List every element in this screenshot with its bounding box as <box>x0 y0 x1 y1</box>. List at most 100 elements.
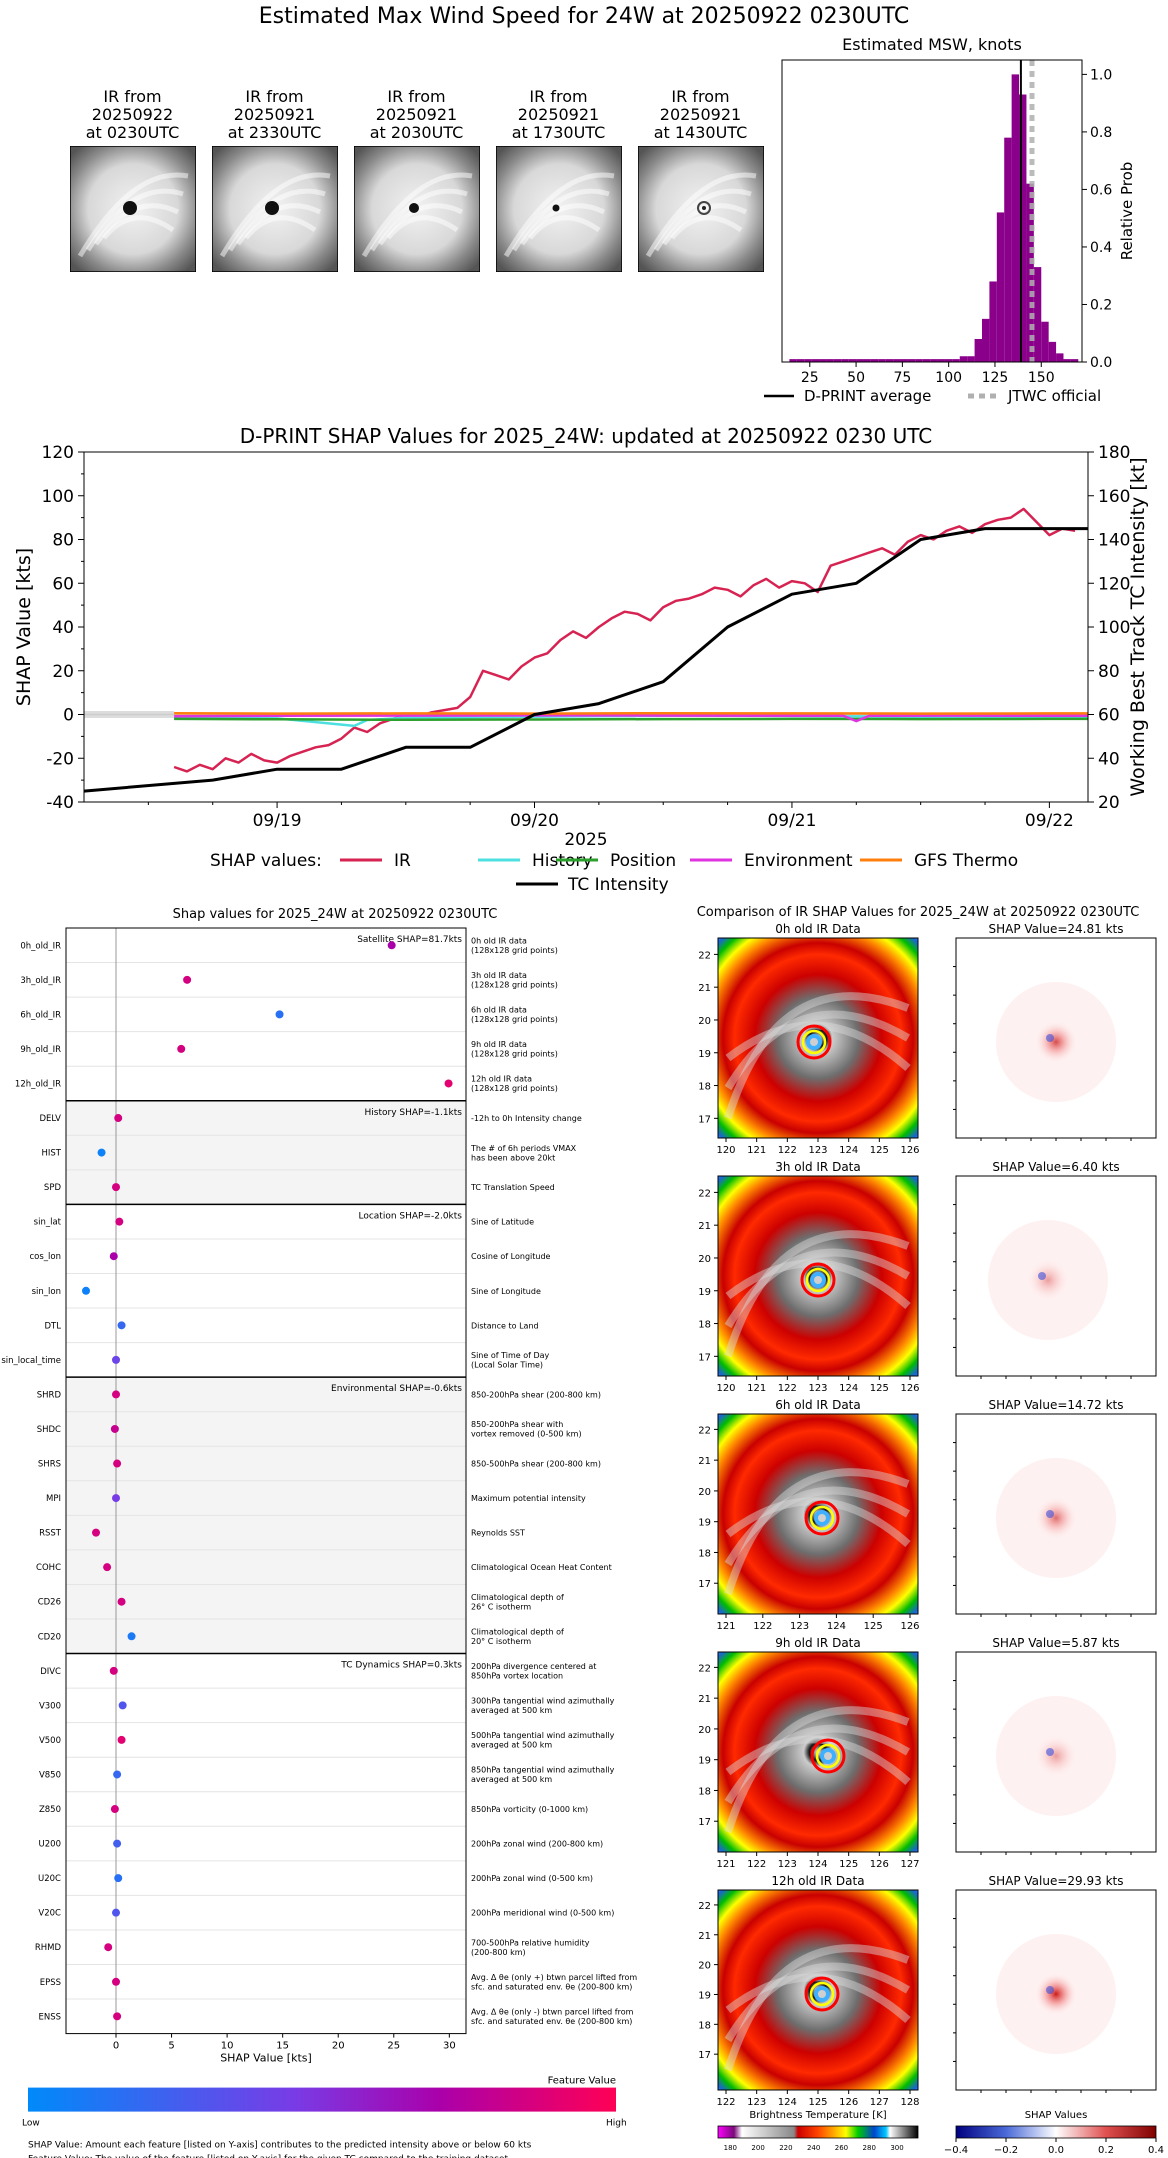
comparison-row: 12h old IR Data SHAP Value=29.93 kts 122 12… <box>698 1874 1157 2108</box>
histogram-bar <box>982 318 990 362</box>
feature-description: Reynolds SST <box>471 1529 525 1538</box>
feature-description: 200hPa divergence centered at <box>471 1662 596 1671</box>
feature-description: (128x128 grid points) <box>471 981 558 990</box>
series-line <box>83 527 1088 793</box>
shap-blob <box>1034 1734 1078 1778</box>
y-tick-label: 60 <box>52 574 74 594</box>
y-tick-label: 21 <box>698 1694 711 1705</box>
feature-description: 200hPa zonal wind (200-800 km) <box>471 1840 603 1849</box>
histogram-bar <box>863 359 871 362</box>
feature-description: 850hPa tangential wind azimuthally <box>471 1766 615 1775</box>
y-tick-label: 20 <box>52 662 74 682</box>
y-right-tick-label: 100 <box>1098 618 1130 638</box>
feature-dot <box>113 1770 122 1779</box>
eye <box>814 1276 822 1284</box>
eyewall-ring <box>804 1976 840 2012</box>
feature-dot <box>117 1321 126 1330</box>
cloud-band <box>77 172 189 258</box>
histogram-bar <box>1019 94 1027 362</box>
bt-colorbar-tick: 260 <box>835 2144 848 2152</box>
feature-description: (128x128 grid points) <box>471 1015 558 1024</box>
histogram-bar <box>989 281 997 362</box>
y-tick-label: 0.6 <box>1090 182 1112 198</box>
histogram-bar <box>1070 359 1079 362</box>
feature-dot <box>113 2012 122 2021</box>
bt-colorbar-tick: 300 <box>890 2144 903 2152</box>
ir-thumbnail-caption: IR from 20250922 at 0230UTC <box>60 88 205 142</box>
shap-colorbar-tick: −0.2 <box>994 2145 1018 2156</box>
histogram-bar <box>900 359 908 362</box>
histogram-bar <box>870 359 879 362</box>
feature-description: Maximum potential intensity <box>471 1494 586 1503</box>
cloud-band <box>102 215 175 240</box>
group-band <box>66 1100 466 1205</box>
x-tick-label: 123 <box>808 1145 827 1156</box>
feature-name: 12h_old_IR <box>15 1079 61 1089</box>
feature-description: 6h old IR data <box>471 1006 527 1015</box>
x-tick-label: 09/19 <box>253 811 302 831</box>
y-right-tick-label: 140 <box>1098 531 1130 551</box>
cloud-band <box>519 203 606 246</box>
legend-label: JTWC official <box>1007 387 1101 405</box>
colorbar-title: Feature Value <box>548 2076 616 2087</box>
feature-name: SHRS <box>38 1460 61 1470</box>
histogram-bar <box>922 359 931 362</box>
y-tick-label: 17 <box>698 1579 711 1590</box>
feature-description: 850-200hPa shear (200-800 km) <box>471 1390 601 1399</box>
legend-label: Position <box>610 851 676 871</box>
feature-name: 6h_old_IR <box>20 1010 61 1020</box>
histogram-bar <box>967 356 975 362</box>
feature-description: 500hPa tangential wind azimuthally <box>471 1731 615 1740</box>
feature-dot <box>177 1044 186 1053</box>
y-tick-label: 20 <box>698 1016 711 1027</box>
feature-name: RSST <box>39 1529 62 1539</box>
shap-colorbar-title: SHAP Values <box>1025 2110 1088 2121</box>
thumbnail-caption-line: 20250921 <box>375 105 458 124</box>
cloud-band <box>377 203 464 246</box>
x-tick-label: 75 <box>893 370 911 386</box>
ir-thumbnail-caption: IR from 20250921 at 1430UTC <box>628 88 773 142</box>
x-tick-label: 10 <box>221 2041 234 2052</box>
thumbnail-caption-line: 20250921 <box>517 105 600 124</box>
feature-name: EPSS <box>40 1978 61 1988</box>
x-tick-label: 127 <box>900 1859 919 1870</box>
eye-mark <box>123 201 137 215</box>
x-tick-label: 125 <box>839 1859 858 1870</box>
y-tick-label: 120 <box>42 443 74 463</box>
feature-name: DIVC <box>40 1667 61 1677</box>
x-tick-label: 125 <box>808 2097 827 2108</box>
thumbnail-caption-line: at 0230UTC <box>85 123 180 142</box>
plot-frame <box>781 59 1083 363</box>
feature-description: The # of 6h periods VMAX <box>470 1144 577 1153</box>
y-tick-label: 20 <box>698 1254 711 1265</box>
cloud-band <box>645 172 757 258</box>
feature-dot <box>104 1943 113 1952</box>
x-tick-label: 25 <box>801 370 819 386</box>
y-right-tick-label: 180 <box>1098 443 1130 463</box>
feature-description: 3h old IR data <box>471 971 527 980</box>
cloud-band <box>244 215 317 240</box>
x-tick-label: 128 <box>900 2097 919 2108</box>
feature-name: V20C <box>38 1909 61 1919</box>
ir-thumbnail-image <box>70 146 196 272</box>
bt-colorbar-tick: 240 <box>807 2144 820 2152</box>
x-tick-label: 126 <box>900 1145 919 1156</box>
comparison-title: Comparison of IR SHAP Values for 2025_24… <box>697 905 1140 920</box>
feature-dot <box>113 1459 122 1468</box>
feature-description: Sine of Time of Day <box>471 1351 550 1360</box>
y-tick-label: -40 <box>46 793 74 813</box>
feature-description: 850hPa vortex location <box>471 1672 563 1681</box>
legend-label: TC Intensity <box>567 875 669 895</box>
feature-name: MPI <box>46 1494 61 1504</box>
feature-dot <box>387 941 396 950</box>
feature-name: U200 <box>39 1840 61 1850</box>
feature-description: Climatological depth of <box>471 1628 564 1637</box>
ir-panel-title: 9h old IR Data <box>775 1636 861 1650</box>
x-tick-label: 125 <box>864 1621 883 1632</box>
cloud-band <box>724 1962 911 2043</box>
x-tick-label: 126 <box>900 1621 919 1632</box>
series-line <box>174 714 1088 723</box>
ir-comparison-panel: Comparison of IR SHAP Values for 2025_24… <box>697 905 1164 2156</box>
thumbnail-caption-line: at 2030UTC <box>369 123 464 142</box>
feature-dot <box>183 975 192 984</box>
